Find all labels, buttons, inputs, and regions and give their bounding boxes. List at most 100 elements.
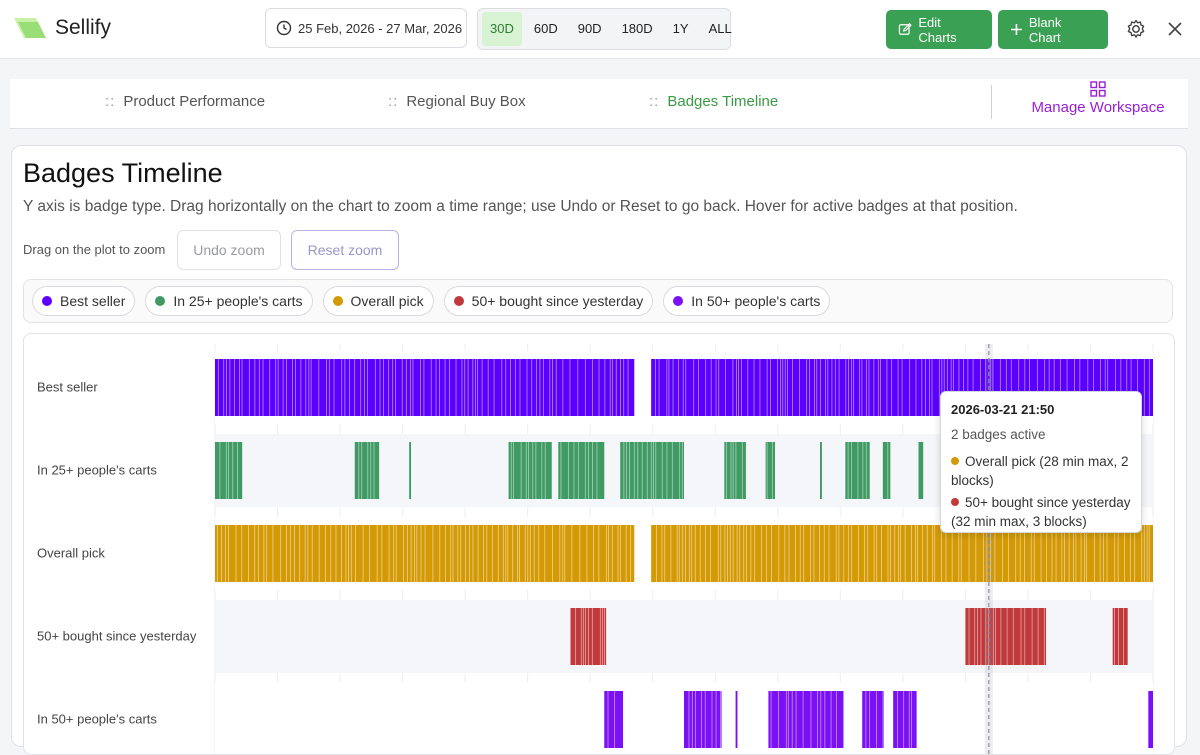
undo-zoom-button[interactable]: Undo zoom [177, 230, 281, 270]
interval-gap [717, 525, 719, 582]
interval-gap [802, 691, 804, 748]
range-180d-button[interactable]: 180D [621, 21, 653, 36]
badge-interval[interactable] [724, 442, 746, 499]
interval-gap [617, 525, 619, 582]
badge-interval[interactable] [409, 442, 412, 499]
clock-icon [276, 20, 292, 36]
interval-gap [777, 359, 778, 416]
interval-gap [782, 359, 784, 416]
interval-gap [785, 691, 787, 748]
badge-interval[interactable] [820, 442, 822, 499]
interval-gap [1148, 525, 1150, 582]
tab-badges-timeline[interactable]: :: Badges Timeline [649, 93, 778, 110]
interval-gap [1104, 359, 1106, 416]
interval-gap [858, 359, 860, 416]
interval-gap [795, 691, 797, 748]
legend-chip-best-seller[interactable]: Best seller [32, 286, 136, 316]
interval-gap [455, 359, 457, 416]
interval-gap [1114, 608, 1115, 665]
interval-gap [891, 359, 893, 416]
badge-interval[interactable] [651, 525, 1153, 582]
manage-workspace-button[interactable]: Manage Workspace [1031, 81, 1165, 116]
legend-chip-carts-50[interactable]: In 50+ people's carts [663, 286, 831, 316]
range-90d-button[interactable]: 90D [577, 21, 602, 36]
badge-interval[interactable] [620, 442, 684, 499]
interval-gap [611, 359, 613, 416]
range-1y-button[interactable]: 1Y [672, 21, 689, 36]
badge-interval[interactable] [215, 525, 635, 582]
tooltip-item: Overall pick (28 min max, 2 blocks) [951, 452, 1131, 490]
interval-gap [960, 525, 962, 582]
interval-gap [307, 525, 309, 582]
badge-interval[interactable] [862, 691, 884, 748]
interval-gap [814, 359, 815, 416]
interval-gap [903, 691, 905, 748]
badge-interval[interactable] [965, 608, 1047, 665]
close-icon[interactable] [1164, 18, 1186, 40]
edit-charts-button[interactable]: Edit Charts [886, 10, 992, 49]
interval-gap [900, 525, 901, 582]
interval-gap [401, 359, 403, 416]
badge-interval[interactable] [882, 442, 891, 499]
interval-gap [423, 359, 425, 416]
interval-gap [1080, 525, 1082, 582]
range-60d-button[interactable]: 60D [533, 21, 558, 36]
interval-gap [526, 359, 528, 416]
tab-product-performance[interactable]: :: Product Performance [105, 93, 265, 110]
interval-gap [1066, 359, 1068, 416]
interval-gap [739, 525, 741, 582]
badge-interval[interactable] [735, 691, 738, 748]
row-label: 50+ bought since yesterday [37, 629, 197, 644]
interval-gap [403, 525, 404, 582]
interval-gap [367, 442, 369, 499]
tab-regional-buy-box[interactable]: :: Regional Buy Box [388, 93, 526, 110]
interval-gap [472, 359, 474, 416]
interval-gap [532, 442, 534, 499]
interval-gap [410, 359, 411, 416]
badge-interval[interactable] [558, 442, 605, 499]
interval-gap [691, 691, 693, 748]
badge-interval[interactable] [893, 691, 917, 748]
interval-gap [289, 525, 291, 582]
interval-gap [735, 442, 737, 499]
reset-zoom-button[interactable]: Reset zoom [291, 230, 399, 270]
interval-gap [661, 525, 663, 582]
interval-gap [967, 359, 969, 416]
drag-handle-icon[interactable]: :: [105, 93, 116, 110]
interval-gap [766, 442, 768, 499]
badge-interval[interactable] [768, 691, 844, 748]
interval-gap [664, 525, 666, 582]
badge-interval[interactable] [1148, 691, 1153, 748]
blank-chart-button[interactable]: Blank Chart [998, 10, 1108, 49]
interval-gap [851, 442, 852, 499]
badge-interval[interactable] [604, 691, 624, 748]
interval-gap [344, 359, 346, 416]
interval-gap [1061, 525, 1063, 582]
date-range-picker[interactable]: 25 Feb, 2026 - 27 Mar, 2026 [265, 8, 467, 48]
interval-gap [730, 442, 732, 499]
gear-icon[interactable] [1125, 18, 1147, 40]
interval-gap [1148, 359, 1150, 416]
legend-chip-carts-25[interactable]: In 25+ people's carts [145, 286, 313, 316]
interval-gap [300, 359, 302, 416]
badge-interval[interactable] [215, 359, 635, 416]
interval-gap [586, 525, 588, 582]
drag-handle-icon[interactable]: :: [649, 93, 660, 110]
interval-gap [1053, 359, 1055, 416]
interval-gap [582, 608, 584, 665]
badge-interval[interactable] [508, 442, 552, 499]
legend-chip-bought-50[interactable]: 50+ bought since yesterday [443, 286, 654, 316]
range-all-button[interactable]: ALL [708, 21, 732, 36]
badge-interval[interactable] [765, 442, 775, 499]
interval-gap [564, 525, 566, 582]
interval-gap [228, 525, 229, 582]
legend-chip-overall-pick[interactable]: Overall pick [322, 286, 434, 316]
interval-gap [608, 525, 609, 582]
interval-gap [1064, 525, 1065, 582]
range-30d-button[interactable]: 30D [482, 12, 522, 46]
row-label: Overall pick [37, 546, 105, 561]
interval-gap [688, 525, 690, 582]
badge-interval[interactable] [918, 442, 924, 499]
drag-handle-icon[interactable]: :: [388, 93, 399, 110]
interval-gap [771, 525, 772, 582]
